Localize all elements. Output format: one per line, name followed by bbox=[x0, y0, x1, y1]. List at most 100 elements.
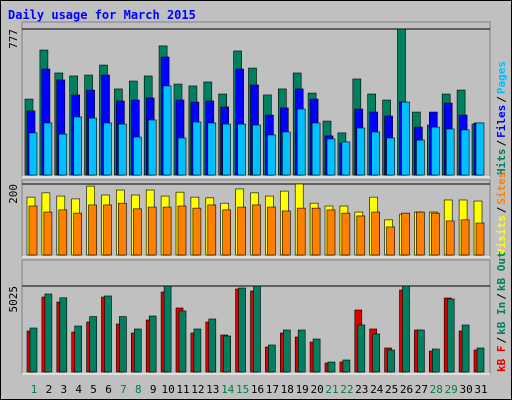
bar bbox=[387, 349, 395, 373]
bar bbox=[446, 298, 455, 373]
bar bbox=[267, 134, 276, 176]
x-tick-label: 6 bbox=[105, 383, 112, 396]
bar bbox=[237, 123, 246, 176]
x-tick-label: 14 bbox=[221, 383, 235, 396]
x-tick-label: 7 bbox=[120, 383, 127, 396]
bar bbox=[327, 361, 336, 373]
legend-entry: kB F bbox=[495, 346, 508, 373]
legend-entry: Pages bbox=[495, 61, 508, 94]
legend: Hits / Files / Pages bbox=[495, 61, 508, 175]
bar bbox=[430, 212, 440, 256]
bar bbox=[416, 139, 425, 176]
x-tick-label: 28 bbox=[430, 383, 443, 396]
bar bbox=[222, 123, 231, 176]
bar bbox=[371, 211, 381, 256]
x-tick-label: 21 bbox=[325, 383, 338, 396]
x-tick-label: 25 bbox=[385, 383, 398, 396]
x-tick-label: 19 bbox=[296, 383, 309, 396]
x-tick-label: 5 bbox=[90, 383, 97, 396]
bar bbox=[207, 122, 217, 176]
x-tick-label: 1 bbox=[31, 383, 38, 396]
bar bbox=[342, 359, 351, 373]
bar bbox=[147, 119, 157, 176]
legend-entry: Hits bbox=[495, 149, 508, 176]
bar bbox=[119, 316, 127, 373]
legend-separator: / bbox=[495, 293, 508, 300]
bar bbox=[134, 328, 142, 373]
x-tick-label: 26 bbox=[400, 383, 413, 396]
bar bbox=[222, 209, 231, 256]
bar bbox=[461, 324, 470, 373]
x-tick-label: 9 bbox=[150, 383, 157, 396]
bar bbox=[386, 137, 395, 176]
bar bbox=[118, 123, 127, 176]
bar bbox=[118, 202, 127, 256]
bar bbox=[341, 141, 351, 176]
bar bbox=[28, 132, 38, 176]
legend-separator: / bbox=[495, 140, 508, 147]
x-tick-label: 31 bbox=[474, 383, 487, 396]
bar bbox=[103, 204, 112, 256]
x-tick-label: 12 bbox=[191, 383, 204, 396]
bar bbox=[460, 219, 470, 256]
bar bbox=[223, 335, 231, 373]
bar bbox=[133, 208, 142, 256]
bar bbox=[43, 122, 53, 176]
bar bbox=[416, 211, 425, 256]
x-tick-label: 30 bbox=[459, 383, 472, 396]
bar bbox=[208, 318, 217, 373]
bar bbox=[162, 206, 172, 256]
legend-entry: Sites bbox=[495, 172, 508, 205]
bar bbox=[371, 131, 381, 176]
legend: Visits /Sites bbox=[495, 172, 508, 256]
x-tick-label: 24 bbox=[370, 383, 384, 396]
bar bbox=[475, 122, 485, 176]
bar bbox=[401, 101, 410, 176]
x-tick-label: 4 bbox=[75, 383, 82, 396]
bar bbox=[357, 324, 366, 373]
bar bbox=[372, 333, 381, 373]
bar bbox=[73, 116, 82, 176]
bar bbox=[267, 206, 276, 256]
bar bbox=[59, 297, 68, 373]
bar bbox=[356, 127, 366, 176]
bar bbox=[476, 347, 485, 373]
x-tick-label: 2 bbox=[46, 383, 53, 396]
bar bbox=[58, 133, 68, 176]
bar bbox=[401, 212, 410, 256]
bar bbox=[147, 206, 157, 256]
bar bbox=[44, 293, 53, 373]
bar bbox=[326, 209, 336, 256]
legend: kB F / kB In / kB Out bbox=[495, 251, 508, 372]
bar bbox=[312, 338, 321, 373]
x-tick-label: 10 bbox=[161, 383, 174, 396]
x-tick-label: 11 bbox=[176, 383, 189, 396]
y-tick-label: 200 bbox=[7, 184, 20, 204]
x-tick-label: 22 bbox=[340, 383, 353, 396]
legend-entry: Visits bbox=[495, 215, 508, 255]
y-tick-label: 777 bbox=[7, 29, 20, 49]
x-tick-label: 15 bbox=[236, 383, 249, 396]
bar bbox=[193, 328, 202, 373]
bar bbox=[445, 220, 455, 256]
bar bbox=[162, 85, 172, 176]
bar bbox=[296, 207, 306, 256]
bar bbox=[445, 128, 455, 176]
bar bbox=[148, 315, 157, 373]
bar bbox=[402, 285, 410, 373]
bar bbox=[88, 117, 97, 176]
x-tick-label: 27 bbox=[415, 383, 428, 396]
bar bbox=[296, 108, 306, 176]
bar bbox=[177, 205, 187, 256]
bar bbox=[282, 329, 291, 373]
bar bbox=[386, 226, 395, 256]
bar bbox=[475, 222, 485, 256]
bar bbox=[281, 131, 291, 176]
x-tick-label: 20 bbox=[310, 383, 323, 396]
bar bbox=[104, 295, 112, 373]
x-tick-label: 18 bbox=[281, 383, 294, 396]
bar bbox=[88, 204, 97, 256]
bar bbox=[207, 204, 217, 256]
x-tick-label: 3 bbox=[60, 383, 67, 396]
